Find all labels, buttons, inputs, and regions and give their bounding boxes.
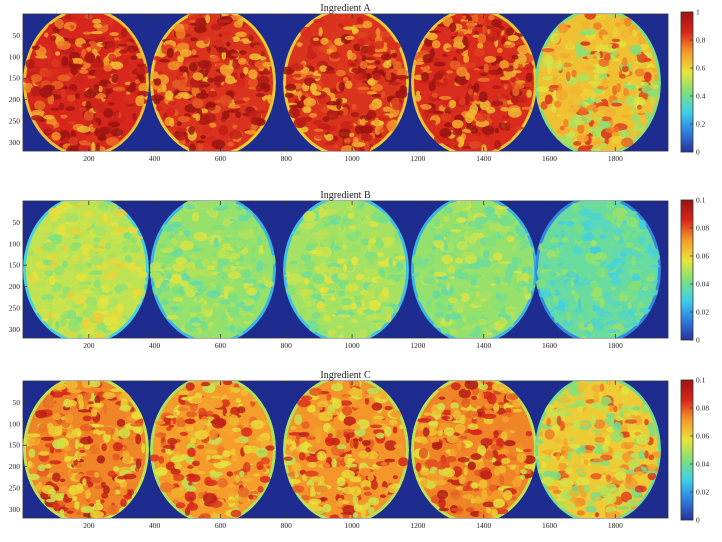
- y-tick-label: 100: [9, 239, 21, 248]
- colorbar-tick-label: 0.2: [696, 120, 706, 129]
- colorbar-tick-label: 0.8: [696, 36, 706, 45]
- x-tick-label: 1200: [410, 521, 425, 530]
- y-tick-label: 200: [9, 282, 21, 291]
- colorbar-tick-label: 0: [696, 148, 700, 157]
- x-tick-label: 800: [281, 154, 293, 163]
- colorbar: [680, 379, 694, 521]
- y-tick-label: 150: [9, 74, 21, 83]
- colorbar-tick-label: 0.6: [696, 64, 706, 73]
- colorbar-tick-label: 0.06: [696, 432, 709, 441]
- y-tick-label: 150: [9, 261, 21, 270]
- sample-disk-5: [535, 14, 661, 151]
- colorbar-tick-label: 0.1: [696, 196, 706, 205]
- y-tick-label: 50: [13, 218, 21, 227]
- sample-disk-5: [535, 201, 661, 338]
- sample-disk-2: [150, 14, 276, 151]
- x-tick-label: 600: [215, 341, 227, 350]
- colorbar-tick-label: 0.1: [696, 376, 706, 385]
- y-tick-label: 200: [9, 462, 21, 471]
- panel-title: Ingredient C: [320, 370, 371, 381]
- y-tick-label: 50: [13, 398, 21, 407]
- y-tick-label: 250: [9, 304, 21, 313]
- colorbar-tick-label: 0.04: [696, 280, 709, 289]
- colorbar-tick-label: 0: [696, 336, 700, 345]
- x-tick-label: 1200: [410, 154, 425, 163]
- sample-disk-2: [150, 201, 276, 338]
- x-tick-label: 800: [281, 521, 293, 530]
- x-tick-label: 1800: [608, 341, 623, 350]
- x-tick-label: 1600: [542, 521, 557, 530]
- x-tick-label: 1800: [608, 521, 623, 530]
- sample-disk-4: [411, 381, 537, 518]
- sample-disk-4: [411, 201, 537, 338]
- x-tick-label: 400: [149, 154, 161, 163]
- sample-disk-3: [283, 381, 409, 518]
- x-tick-label: 1600: [542, 154, 557, 163]
- y-tick-label: 250: [9, 117, 21, 126]
- x-tick-label: 1200: [410, 341, 425, 350]
- colorbar-tick-label: 0: [696, 516, 700, 525]
- colorbar-tick-label: 0.08: [696, 404, 709, 413]
- x-tick-label: 600: [215, 521, 227, 530]
- x-tick-label: 1400: [476, 341, 491, 350]
- x-tick-label: 200: [83, 341, 95, 350]
- x-tick-label: 1800: [608, 154, 623, 163]
- x-tick-label: 1000: [345, 154, 360, 163]
- y-tick-label: 300: [9, 505, 21, 514]
- sample-disk-5: [535, 381, 661, 518]
- sample-disk-4: [411, 14, 537, 151]
- y-tick-label: 300: [9, 138, 21, 147]
- colorbar-tick-label: 0.06: [696, 252, 709, 261]
- x-tick-label: 800: [281, 341, 293, 350]
- x-tick-label: 1600: [542, 341, 557, 350]
- x-tick-label: 1400: [476, 521, 491, 530]
- y-tick-label: 200: [9, 95, 21, 104]
- colorbar-tick-label: 0.4: [696, 92, 706, 101]
- colorbar-tick-label: 0.02: [696, 308, 709, 317]
- colorbar-tick-label: 1: [696, 8, 700, 17]
- y-tick-label: 150: [9, 441, 21, 450]
- colorbar-tick-label: 0.04: [696, 460, 709, 469]
- sample-disk-3: [283, 201, 409, 338]
- colorbar: [680, 11, 694, 153]
- x-tick-label: 1000: [345, 521, 360, 530]
- x-tick-label: 600: [215, 154, 227, 163]
- panel-title: Ingredient B: [320, 190, 371, 201]
- sample-disk-1: [23, 381, 149, 518]
- sample-disk-2: [150, 381, 276, 518]
- y-tick-label: 250: [9, 484, 21, 493]
- sample-disk-1: [23, 14, 149, 151]
- y-tick-label: 300: [9, 325, 21, 334]
- y-tick-label: 50: [13, 31, 21, 40]
- colorbar: [680, 199, 694, 341]
- sample-disk-1: [23, 201, 149, 338]
- sample-disk-3: [283, 14, 409, 151]
- x-tick-label: 1000: [345, 341, 360, 350]
- x-tick-label: 400: [149, 341, 161, 350]
- x-tick-label: 1400: [476, 154, 491, 163]
- x-tick-label: 200: [83, 154, 95, 163]
- colorbar-tick-label: 0.02: [696, 488, 709, 497]
- x-tick-label: 400: [149, 521, 161, 530]
- y-tick-label: 100: [9, 52, 21, 61]
- panel-title: Ingredient A: [320, 3, 371, 14]
- colorbar-tick-label: 0.08: [696, 224, 709, 233]
- x-tick-label: 200: [83, 521, 95, 530]
- y-tick-label: 100: [9, 419, 21, 428]
